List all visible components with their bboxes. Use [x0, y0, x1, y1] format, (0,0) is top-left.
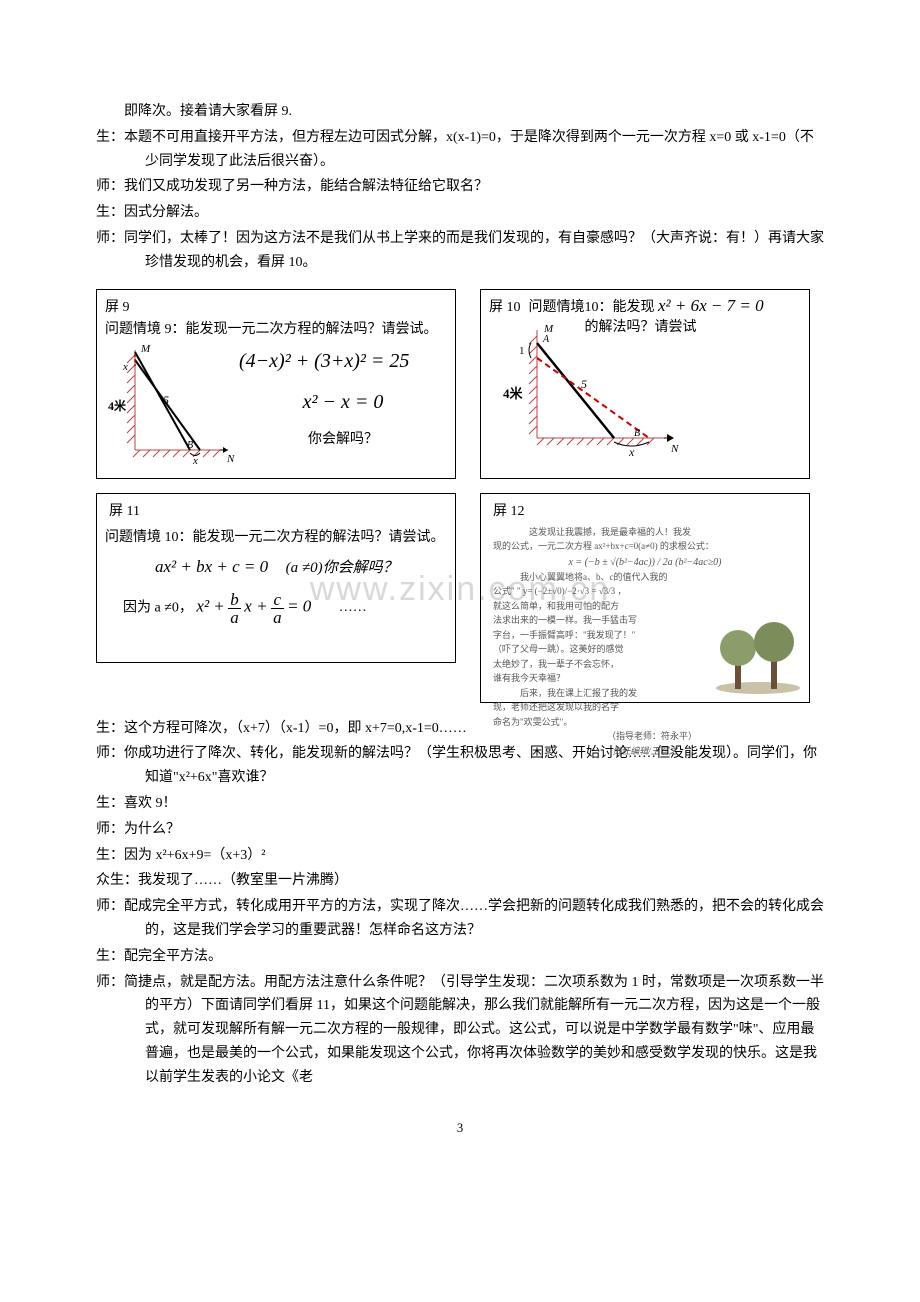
dialogue-line: 众生：我发现了……（教室里一片沸腾） — [96, 869, 824, 893]
svg-text:4米: 4米 — [108, 398, 127, 413]
ladder-svg-10: M A 1 4米 5 B N x — [489, 318, 689, 468]
essay-line: 现的公式，一元二次方程 ax²+bx+c=0(a≠0) 的求根公式： — [493, 541, 714, 551]
essay-line: 字台，一手振臂高呼："我发现了！" — [493, 630, 635, 640]
screen-11-line2b: x² + — [196, 596, 224, 615]
screen-10-title-eq: x² + 6x − 7 = 0 — [658, 296, 764, 315]
screen-10-label: 屏 10 — [489, 296, 521, 316]
essay-line: 命名为"欢雯公式"。 — [493, 717, 572, 727]
dialogue-top: 即降次。接着请大家看屏 9. 生：本题不可用直接开平方法，但方程左边可因式分解，… — [96, 100, 824, 275]
screen-11-title: 问题情境 10：能发现一元二次方程的解法吗？请尝试。 — [105, 526, 447, 546]
svg-text:B: B — [187, 440, 193, 451]
ladder-diagram-10: M A 1 4米 5 B N x — [489, 318, 801, 473]
screen-9-title: 问题情境 9：能发现一元二次方程的解法吗？请尝试。 — [105, 318, 447, 338]
dialogue-line: 师：同学们，太棒了！因为这方法不是我们从书上学来的而是我们发现的，有自豪感吗？（… — [96, 227, 824, 275]
screen-11-eq1a: ax² + bx + c = 0 — [155, 557, 268, 576]
dialogue-line: 师：简捷点，就是配方法。用配方法注意什么条件呢？（引导学生发现：二次项系数为 1… — [96, 971, 824, 1090]
dialogue-line: 生：配完全平方法。 — [96, 945, 824, 969]
dialogue-line: 师：我们又成功发现了另一种方法，能结合解法特征给它取名？ — [96, 175, 824, 199]
dialogue-line: 生：喜欢 9！ — [96, 792, 824, 816]
screen-12: 屏 12 这发现让我震撼，我是最幸福的人！我发 现的公式，一元二次方程 ax²+… — [480, 493, 810, 703]
screen-12-label: 屏 12 — [489, 500, 801, 520]
svg-text:x: x — [628, 445, 635, 459]
svg-text:1: 1 — [519, 345, 525, 357]
dialogue-bottom: 生：这个方程可降次，（x+7）（x-1）=0，即 x+7=0,x-1=0…… 师… — [96, 717, 824, 1090]
dialogue-line: 生：本题不可用直接开平方法，但方程左边可因式分解，x(x-1)=0，于是降次得到… — [96, 126, 824, 174]
frac-den: a — [228, 609, 241, 626]
frac-num: b — [228, 591, 241, 609]
dialogue-line: 师：为什么？ — [96, 818, 824, 842]
svg-text:N: N — [670, 443, 679, 455]
svg-text:x: x — [192, 455, 198, 467]
essay-line: 太绝妙了，我一辈子不会忘怀， — [493, 659, 619, 669]
ladder-svg: M x 4米 5 B N x — [105, 340, 235, 470]
essay-line: 就这么简单，和我用可怕的配方 — [493, 601, 619, 611]
tree-illustration — [713, 606, 803, 696]
dialogue-line: 即降次。接着请大家看屏 9. — [96, 100, 824, 124]
svg-text:4米: 4米 — [503, 386, 524, 401]
essay-line: 我小心翼翼地将a、b、c的值代入我的 — [520, 572, 668, 582]
essay-line: （吓了父母一跳）。这美好的感觉 — [493, 644, 624, 654]
svg-text:B: B — [634, 428, 640, 439]
essay-line: 责任编辑/王写之 — [612, 746, 678, 756]
essay-line: 谁有我今天幸福？ — [493, 673, 565, 683]
essay-line: 这发现让我震撼，我是最幸福的人！我发 — [529, 527, 691, 537]
screens-row-2: 屏 11 问题情境 10：能发现一元二次方程的解法吗？请尝试。 ax² + bx… — [96, 493, 824, 703]
ladder-diagram-9: M x 4米 5 B N x — [105, 340, 235, 475]
screen-11-eq1b: (a ≠0)你会解吗？ — [286, 560, 398, 576]
essay-line: 公式" " y= (−2±√0)/−2·√3 = √3/3 ， — [493, 586, 626, 596]
document-page: www.zixin.com.cn 即降次。接着请大家看屏 9. 生：本题不可用直… — [0, 0, 920, 1176]
essay-line: 现，老师还把这发现以我的名字 — [493, 702, 619, 712]
screen-11-dots: …… — [339, 600, 367, 615]
svg-text:x: x — [122, 361, 128, 373]
screen-11: 屏 11 问题情境 10：能发现一元二次方程的解法吗？请尝试。 ax² + bx… — [96, 493, 456, 663]
screen-9-eq2: x² − x = 0 — [239, 391, 447, 414]
screen-10-title-a: 问题情境10：能发现 — [529, 300, 655, 315]
essay-formula: x = (−b ± √(b²−4ac)) / 2a (b²−4ac≥0) — [568, 557, 721, 568]
screen-11-line2d: = 0 — [287, 596, 311, 615]
screen-9-eq1: (4−x)² + (3+x)² = 25 — [239, 350, 447, 373]
screen-11-line2a: 因为 a ≠0， — [123, 600, 193, 615]
screen-9: 屏 9 问题情境 9：能发现一元二次方程的解法吗？请尝试。 — [96, 289, 456, 479]
frac-den: a — [271, 609, 284, 626]
screen-9-label: 屏 9 — [105, 296, 447, 316]
dialogue-line: 师：配成完全平方式，转化成用开平方的方法，实现了降次……学会把新的问题转化成我们… — [96, 895, 824, 943]
essay-line: 法求出来的一模一样。我一手猛击写 — [493, 615, 637, 625]
svg-text:5: 5 — [581, 377, 587, 391]
frac-num: c — [271, 591, 284, 609]
dialogue-line: 生：因为 x²+6x+9=（x+3）² — [96, 844, 824, 868]
page-number: 3 — [96, 1120, 824, 1136]
screen-9-q: 你会解吗？ — [239, 428, 447, 448]
dialogue-line: 生：因式分解法。 — [96, 201, 824, 225]
svg-text:5: 5 — [163, 393, 169, 407]
svg-text:N: N — [226, 453, 235, 465]
essay-line: （指导老师：符永平） — [607, 731, 697, 741]
screens-row-1: 屏 9 问题情境 9：能发现一元二次方程的解法吗？请尝试。 — [96, 289, 824, 479]
svg-text:A: A — [542, 334, 550, 345]
screen-11-line2c: x + — [244, 596, 267, 615]
screen-10: 屏 10 问题情境10：能发现 x² + 6x − 7 = 0 的解法吗？请尝试 — [480, 289, 810, 479]
essay-line: 后来，我在课上汇报了我的发 — [520, 688, 637, 698]
svg-text:M: M — [140, 343, 151, 355]
screen-11-label: 屏 11 — [105, 500, 447, 520]
